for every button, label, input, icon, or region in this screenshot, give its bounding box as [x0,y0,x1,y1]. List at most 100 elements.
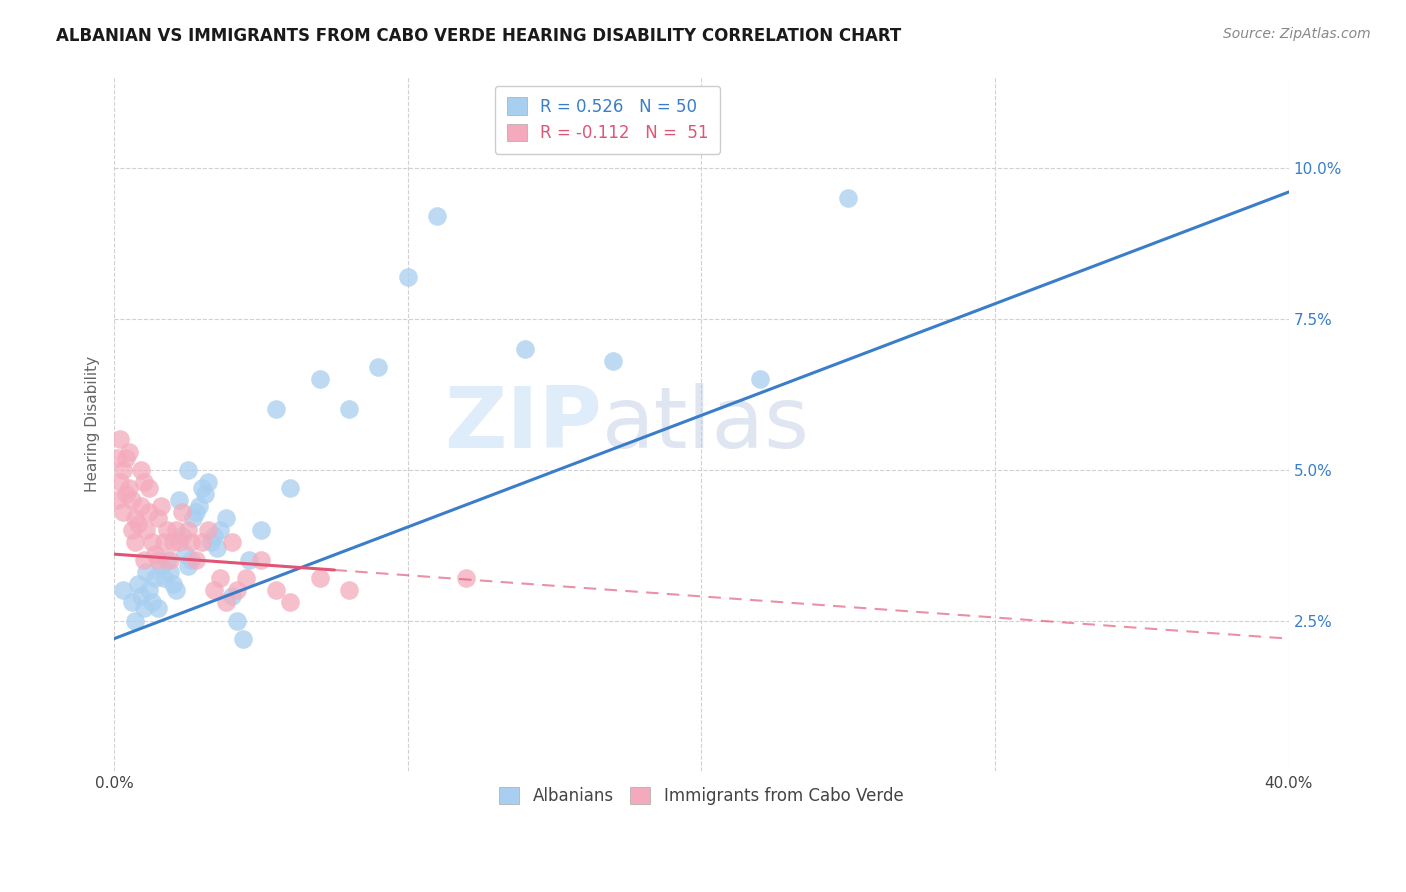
Point [167,535,190,549]
Text: ALBANIAN VS IMMIGRANTS FROM CABO VERDE HEARING DISABILITY CORRELATION CHART: ALBANIAN VS IMMIGRANTS FROM CABO VERDE H… [56,27,901,45]
Point [337,583,360,598]
Point [124,614,146,628]
Point [280,481,302,495]
Point [200,535,222,549]
Point [105,492,128,507]
Point [238,553,260,567]
Point [135,523,157,537]
Point [337,402,360,417]
Text: Source: ZipAtlas.com: Source: ZipAtlas.com [1223,27,1371,41]
Point [108,475,131,489]
Point [148,553,170,567]
Point [129,499,152,513]
Point [159,566,181,580]
Point [115,487,138,501]
Point [129,463,152,477]
Point [367,360,389,375]
Point [221,535,243,549]
Point [115,450,138,465]
Point [127,516,149,531]
Point [129,590,152,604]
Point [749,372,772,386]
Point [202,583,225,598]
Point [132,475,155,489]
Point [208,523,231,537]
Point [148,601,170,615]
Point [456,571,478,585]
Point [127,577,149,591]
Point [215,595,238,609]
Point [111,583,134,598]
Text: ZIP: ZIP [444,383,602,466]
Point [153,571,176,585]
Point [148,511,170,525]
Point [141,595,163,609]
Point [226,583,249,598]
Point [176,559,198,574]
Point [111,463,134,477]
Point [176,523,198,537]
Point [118,444,141,458]
Point [308,571,330,585]
Point [197,523,219,537]
Point [162,577,184,591]
Point [235,571,257,585]
Point [188,499,211,513]
Point [426,209,449,223]
Point [153,535,176,549]
Point [150,559,173,574]
Point [180,553,202,567]
Point [197,475,219,489]
Point [280,595,302,609]
Point [156,553,179,567]
Point [138,481,160,495]
Point [176,463,198,477]
Point [141,535,163,549]
Point [215,511,238,525]
Point [165,523,187,537]
Point [108,433,131,447]
Point [208,571,231,585]
Point [156,523,179,537]
Point [396,269,419,284]
Point [186,505,208,519]
Point [167,492,190,507]
Point [124,535,146,549]
Point [515,342,537,356]
Point [180,535,202,549]
Point [264,583,287,598]
Point [221,590,243,604]
Legend: Albanians, Immigrants from Cabo Verde: Albanians, Immigrants from Cabo Verde [489,777,914,815]
Point [111,505,134,519]
Point [308,372,330,386]
Point [121,595,143,609]
Point [121,492,143,507]
Point [138,583,160,598]
Point [121,523,143,537]
Point [226,614,249,628]
Point [202,529,225,543]
Point [232,632,254,646]
Point [118,481,141,495]
Point [132,553,155,567]
Point [138,505,160,519]
Point [159,553,181,567]
Point [150,499,173,513]
Point [264,402,287,417]
Point [191,535,214,549]
Text: atlas: atlas [602,383,810,466]
Point [170,505,193,519]
Point [191,481,214,495]
Point [143,571,166,585]
Point [205,541,228,555]
Point [183,511,205,525]
Point [170,529,193,543]
Point [250,553,273,567]
Point [124,511,146,525]
Point [250,523,273,537]
Point [165,583,187,598]
Point [143,547,166,561]
Point [162,535,184,549]
Point [194,487,217,501]
Point [837,191,859,205]
